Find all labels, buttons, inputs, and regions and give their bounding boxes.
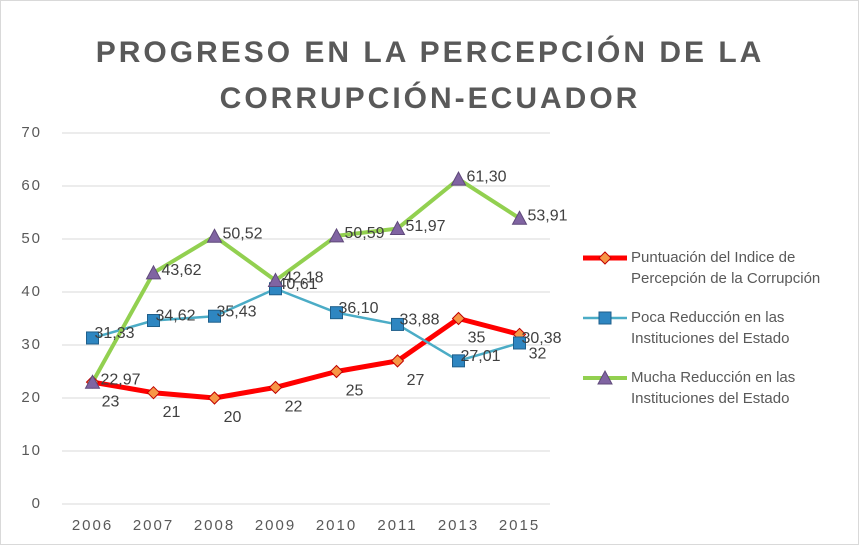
x-tick-label: 2015 xyxy=(499,517,540,534)
marker xyxy=(513,336,526,350)
data-label: 31,33 xyxy=(94,325,134,342)
x-tick-label: 2007 xyxy=(133,517,174,534)
data-label: 34,62 xyxy=(155,308,195,325)
marker xyxy=(329,364,344,379)
y-tick-label: 10 xyxy=(21,442,42,459)
marker xyxy=(147,314,160,328)
marker xyxy=(451,311,466,326)
series-line xyxy=(92,316,521,401)
marker xyxy=(208,309,221,323)
marker xyxy=(391,317,404,331)
x-tick-label: 2011 xyxy=(377,517,417,534)
marker xyxy=(145,264,162,280)
y-tick-label: 0 xyxy=(32,495,42,512)
x-tick-label: 2013 xyxy=(438,517,479,534)
series-line xyxy=(90,177,521,384)
y-tick-label: 30 xyxy=(21,336,42,353)
y-tick-label: 60 xyxy=(21,177,42,194)
data-label: 33,88 xyxy=(399,312,439,329)
x-tick-label: 2008 xyxy=(194,517,235,534)
y-tick-label: 40 xyxy=(21,283,42,300)
data-label: 27,01 xyxy=(460,348,500,365)
marker xyxy=(450,171,467,186)
chart-title: PROGRESO EN LA PERCEPCIÓN DE LA CORRUPCI… xyxy=(95,36,765,115)
data-label: 50,59 xyxy=(344,225,384,242)
marker xyxy=(268,380,283,395)
marker xyxy=(598,251,612,265)
data-label: 35,43 xyxy=(216,303,256,320)
data-label: 30,38 xyxy=(521,330,561,347)
marker xyxy=(511,210,528,225)
marker xyxy=(328,227,345,243)
y-tick-label: 20 xyxy=(21,389,42,406)
data-label: 36,10 xyxy=(338,300,378,317)
y-tick-label: 70 xyxy=(21,124,42,141)
marker xyxy=(84,374,101,389)
marker xyxy=(597,369,613,385)
data-label: 43,62 xyxy=(161,262,201,279)
data-label: 50,52 xyxy=(222,225,262,242)
data-label: 27 xyxy=(407,372,425,389)
marker xyxy=(206,228,223,243)
marker xyxy=(389,220,406,236)
x-tick-label: 2010 xyxy=(316,517,357,534)
data-label: 35 xyxy=(468,330,486,347)
marker xyxy=(207,391,222,405)
data-label: 40,61 xyxy=(277,276,317,293)
y-tick-label: 50 xyxy=(21,230,42,247)
legend-label: Puntuación del Indice de Percepción de l… xyxy=(631,249,821,287)
legend-label: Poca Reducción en las Instituciones del … xyxy=(631,309,790,347)
data-label: 51,97 xyxy=(405,218,445,235)
data-label: 32 xyxy=(529,346,547,363)
data-label: 23 xyxy=(102,393,120,410)
marker xyxy=(267,272,284,287)
marker xyxy=(146,385,161,400)
x-tick-label: 2009 xyxy=(255,517,296,534)
x-tick-label: 2006 xyxy=(72,517,113,534)
series-line xyxy=(92,287,520,363)
legend-label: Mucha Reducción en las Instituciones del… xyxy=(631,369,796,407)
data-label: 22 xyxy=(285,399,303,416)
marker xyxy=(330,306,343,320)
data-label: 20 xyxy=(224,409,242,426)
data-label: 22,97 xyxy=(100,371,140,388)
marker xyxy=(390,354,405,368)
data-label: 61,30 xyxy=(466,168,506,185)
data-label: 42,18 xyxy=(283,270,323,287)
data-label: 25 xyxy=(346,383,364,400)
data-label: 21 xyxy=(163,404,181,421)
data-label: 53,91 xyxy=(527,207,567,224)
marker xyxy=(598,311,612,325)
marker xyxy=(452,354,465,368)
marker xyxy=(86,331,99,345)
